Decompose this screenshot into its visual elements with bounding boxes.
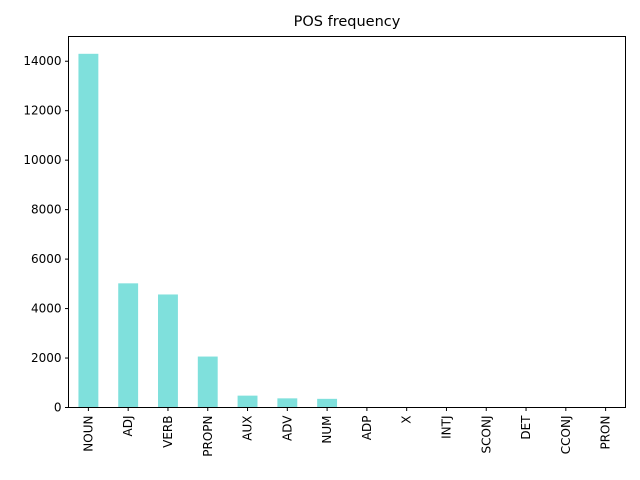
x-axis: NOUN ADJ VERB PROPN AUX ADV NUM ADP X INTJ SCONJ DE… [81, 407, 613, 457]
bar-noun [78, 53, 99, 408]
x-tick-label-propn: PROPN [201, 416, 215, 457]
x-tick-label-cconj: CCONJ [559, 416, 573, 455]
x-tick-label-adp: ADP [360, 416, 374, 441]
bar-adv [277, 398, 298, 408]
bar-verb [158, 294, 178, 408]
x-tick-label-adj: ADJ [121, 416, 135, 437]
x-tick-label-noun: NOUN [81, 416, 95, 452]
bar-adj [118, 283, 139, 408]
x-tick-label-adv: ADV [280, 415, 294, 441]
x-tick-label-verb: VERB [161, 416, 175, 448]
chart-title: POS frequency [294, 14, 401, 30]
bar-num [317, 398, 338, 408]
x-tick-label-pron: PRON [599, 416, 613, 450]
y-tick-label: 2000 [31, 351, 62, 365]
y-tick-label: 14000 [23, 54, 61, 68]
x-tick-label-num: NUM [320, 416, 334, 444]
y-tick-label: 10000 [23, 153, 61, 167]
bar-aux [237, 395, 258, 408]
bars-group [78, 53, 616, 408]
x-tick-label-aux: AUX [241, 416, 255, 441]
y-tick-label: 6000 [31, 252, 62, 266]
x-tick-label-sconj: SCONJ [479, 416, 493, 454]
plot-frame [68, 36, 626, 408]
x-tick-label-det: DET [519, 415, 533, 440]
y-tick-label: 0 [54, 401, 62, 415]
y-tick-label: 12000 [23, 104, 61, 118]
bar-propn [197, 356, 218, 408]
x-tick-label-intj: INTJ [439, 416, 453, 439]
y-axis: 0 2000 4000 6000 8000 10000 12000 14000 [23, 54, 69, 415]
y-tick-label: 4000 [31, 302, 62, 316]
y-tick-label: 8000 [31, 203, 62, 217]
x-tick-label-x: X [400, 416, 414, 424]
